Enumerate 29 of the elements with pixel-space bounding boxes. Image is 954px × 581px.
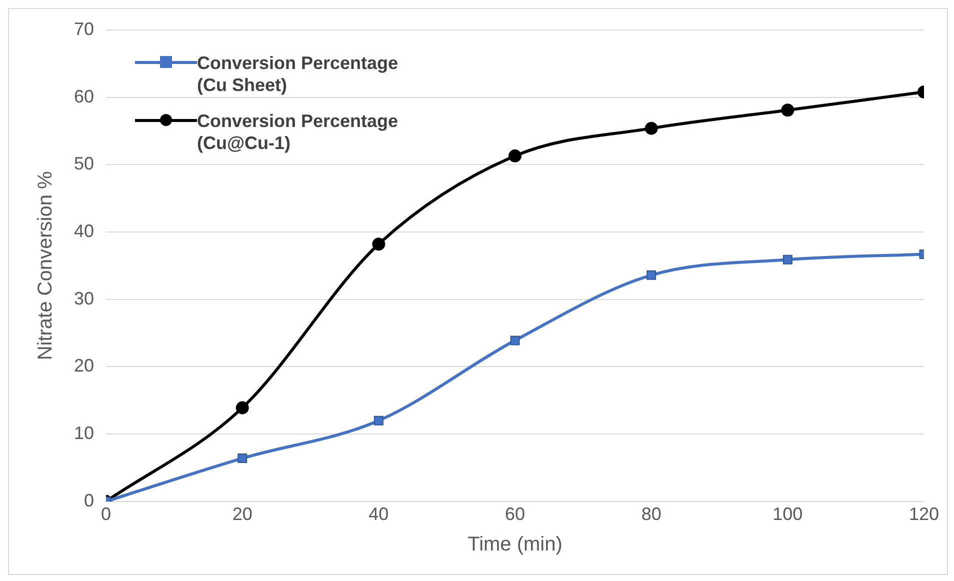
x-tick-label: 60 <box>504 504 526 524</box>
y-tick-label: 50 <box>74 154 94 174</box>
point <box>781 104 794 117</box>
y-tick-label: 60 <box>74 86 94 106</box>
y-tick-label: 20 <box>74 356 94 376</box>
x-tick-label: 20 <box>232 504 252 524</box>
x-axis-title: Time (min) <box>468 534 562 556</box>
point <box>644 122 658 135</box>
point <box>782 254 792 264</box>
y-tick-label: 30 <box>74 288 94 308</box>
y-axis-title: Nitrate Conversion % <box>34 171 57 360</box>
point <box>372 238 386 251</box>
legend-label: Conversion Percentage (Cu Sheet) <box>197 52 400 96</box>
y-tick-label: 70 <box>74 18 94 39</box>
x-tick-label: 100 <box>772 504 803 524</box>
y-tick-label: 0 <box>84 490 94 510</box>
point <box>238 454 248 464</box>
point <box>508 149 522 162</box>
y-tick-label: 10 <box>74 423 94 444</box>
point <box>374 416 384 426</box>
x-tick-label: 0 <box>101 504 112 524</box>
point <box>646 270 656 280</box>
x-tick-label: 40 <box>368 504 389 524</box>
legend-label: Conversion Percentage (Cu@Cu-1) <box>197 110 400 154</box>
y-tick-label: 40 <box>74 220 94 241</box>
x-tick-label: 120 <box>908 504 940 524</box>
point <box>510 336 520 346</box>
x-tick-label: 80 <box>641 504 662 524</box>
point <box>236 401 249 414</box>
